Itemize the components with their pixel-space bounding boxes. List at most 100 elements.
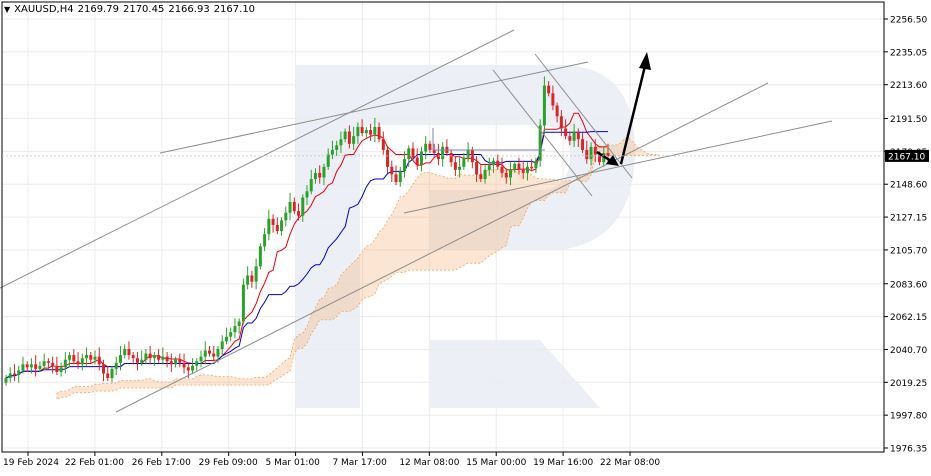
- candle-body: [542, 85, 546, 126]
- candle-body: [403, 159, 407, 172]
- candle-body: [76, 361, 80, 365]
- price-tick-label: 2083.60: [890, 280, 927, 290]
- candle-body: [38, 365, 42, 369]
- candle-body: [415, 157, 419, 166]
- candle-body: [174, 359, 178, 365]
- price-tick-label: 1997.80: [890, 412, 927, 422]
- candle-body: [127, 349, 131, 356]
- candle-body: [347, 131, 351, 144]
- candle-body: [237, 321, 241, 327]
- trend-line: [159, 61, 589, 154]
- candle-body: [369, 130, 373, 135]
- candle-body: [381, 139, 385, 150]
- candle-body: [93, 356, 97, 360]
- trend-line: [0, 29, 515, 289]
- watermark-leg: [430, 340, 600, 408]
- candle-body: [411, 148, 415, 158]
- candle-body: [508, 169, 512, 178]
- candle-body: [271, 218, 275, 225]
- candle-body: [114, 362, 118, 369]
- forecast-arrowhead-up: [639, 52, 651, 70]
- candle-body: [492, 160, 496, 166]
- dropdown-arrow-icon[interactable]: ▼: [4, 5, 11, 14]
- price-tick-label: 2235.05: [890, 48, 927, 58]
- candle-body: [564, 128, 568, 137]
- candle-body: [530, 166, 534, 169]
- candle-body: [606, 152, 610, 157]
- trend-line: [115, 82, 769, 413]
- candle-body: [288, 201, 292, 213]
- candle-body: [59, 367, 63, 372]
- low-value: 2166.93: [168, 4, 210, 15]
- time-tick-label: 7 Mar 17:00: [332, 458, 387, 468]
- candle-body: [547, 85, 551, 94]
- forecast-arrow-up: [619, 65, 647, 165]
- candle-body: [356, 126, 360, 137]
- candle-body: [589, 146, 593, 160]
- candle-body: [462, 157, 466, 167]
- candle-body: [453, 162, 457, 170]
- candle-body: [72, 355, 76, 362]
- candle-body: [29, 364, 33, 368]
- candle-body: [475, 162, 479, 175]
- candle-body: [373, 126, 377, 135]
- candle-body: [555, 105, 559, 117]
- candle-body: [21, 364, 25, 371]
- candle-body: [46, 361, 50, 363]
- candle-body: [377, 126, 381, 140]
- candle-body: [169, 361, 173, 365]
- candles: [4, 76, 610, 386]
- candle-body: [301, 197, 305, 216]
- candle-body: [182, 362, 186, 368]
- candle-body: [525, 166, 529, 173]
- price-tick-label: 2213.60: [890, 81, 927, 91]
- price-axis: 2256.502235.052213.602191.502170.052148.…: [884, 16, 927, 455]
- price-tick-label: 2040.70: [890, 346, 927, 356]
- candle-body: [394, 174, 398, 183]
- candle-body: [284, 212, 288, 221]
- candle-body: [521, 169, 525, 173]
- forecast-arrowhead-down: [606, 155, 619, 166]
- watermark-bowl: [360, 65, 635, 250]
- price-tick-label: 2105.70: [890, 246, 927, 256]
- candle-body: [441, 146, 445, 160]
- candle-body: [466, 149, 470, 158]
- candle-body: [63, 359, 67, 368]
- candle-body: [398, 171, 402, 183]
- candle-body: [419, 151, 423, 166]
- candle-body: [538, 125, 542, 161]
- candle-body: [195, 361, 199, 366]
- candle-body: [432, 149, 436, 153]
- candle-body: [297, 211, 301, 216]
- candle-body: [352, 136, 356, 144]
- candle-body: [424, 143, 428, 152]
- candle-body: [504, 172, 508, 178]
- price-tick-label: 2062.15: [890, 313, 927, 323]
- candle-body: [4, 378, 8, 383]
- candle-body: [135, 358, 139, 363]
- candle-body: [500, 166, 504, 173]
- candle-body: [309, 179, 313, 192]
- broker-logo-watermark: [295, 65, 635, 408]
- kijun-sen-line: [5, 131, 608, 379]
- candle-body: [551, 93, 555, 106]
- symbol-label: XAUUSD,H4: [14, 4, 74, 15]
- watermark-stem: [295, 65, 360, 408]
- axes: [1, 1, 885, 453]
- candle-body: [576, 131, 580, 140]
- price-tick-label: 2256.50: [890, 16, 927, 26]
- candle-body: [97, 356, 101, 365]
- candle-body: [25, 364, 29, 368]
- candle-body: [212, 353, 216, 357]
- time-tick-label: 19 Feb 2024: [3, 458, 59, 468]
- candle-body: [224, 336, 228, 342]
- candle-body: [458, 166, 462, 170]
- candle-body: [585, 149, 589, 160]
- candle-body: [335, 145, 339, 150]
- time-axis: 19 Feb 2024 22 Feb 01:00 26 Feb 17:00 29 Fe…: [3, 452, 660, 468]
- price-tick-label: 2127.15: [890, 214, 927, 224]
- current-price-label: 2167.10: [2, 149, 929, 162]
- price-tick-label: 1976.35: [890, 445, 927, 455]
